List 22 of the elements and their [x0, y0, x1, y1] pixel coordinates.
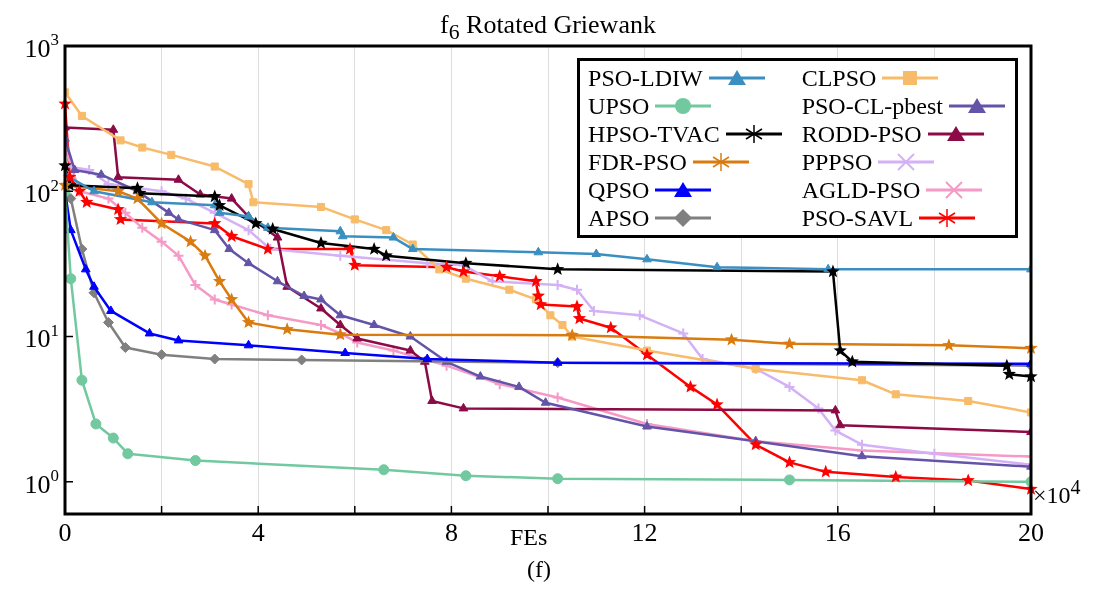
x-axis-title: FEs: [510, 524, 548, 551]
x-tick-label: 12: [631, 517, 658, 547]
x-tick-label: 16: [824, 517, 851, 547]
legend-label: PSO-SAVL: [801, 204, 914, 232]
legend-label: UPSO: [588, 92, 650, 120]
legend-label: FDR-PSO: [588, 148, 687, 176]
x-tick-label: 0: [58, 517, 72, 547]
legend-label: HPSO-TVAC: [588, 120, 720, 148]
text: (f): [527, 556, 551, 583]
x-tick-label: 4: [251, 517, 265, 547]
legend-label: CLPSO: [801, 64, 877, 92]
text: ×10$^{4}$: [1033, 476, 1081, 509]
x-tick-label: 8: [444, 517, 458, 547]
legend-label: PSO-CL-pbest: [801, 92, 943, 120]
legend-label: PPPSO: [801, 148, 873, 176]
legend-label: RODD-PSO: [801, 120, 922, 148]
legend-label: APSO: [588, 204, 650, 232]
legend-label: QPSO: [588, 176, 650, 204]
chart-title: f$_{6}$ Rotated Griewank: [439, 10, 657, 46]
x-tick-label: 20: [1018, 517, 1044, 547]
legend-label: PSO-LDIW: [588, 64, 703, 92]
legend-label: AGLD-PSO: [801, 176, 921, 204]
